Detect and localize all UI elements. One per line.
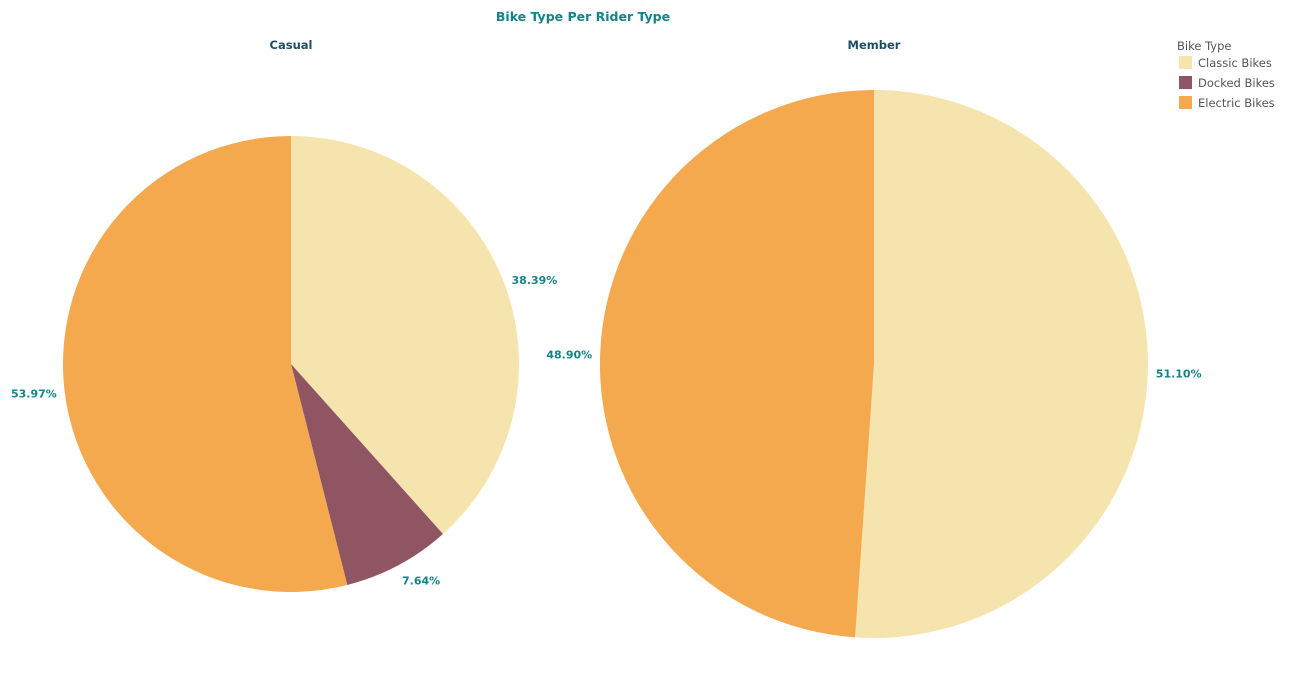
slice-label-member-classic-bikes: 51.10%: [1156, 368, 1202, 381]
slice-casual-classic-bikes[interactable]: [291, 136, 520, 534]
slice-label-casual-electric-bikes: 53.97%: [11, 387, 57, 400]
chart-title: Bike Type Per Rider Type: [496, 9, 670, 24]
slice-label-casual-classic-bikes: 38.39%: [512, 274, 558, 287]
legend-label-classic-bikes[interactable]: Classic Bikes: [1198, 56, 1272, 70]
slice-member-electric-bikes[interactable]: [599, 90, 874, 638]
legend-label-docked-bikes[interactable]: Docked Bikes: [1198, 76, 1275, 90]
legend-label-electric-bikes[interactable]: Electric Bikes: [1198, 96, 1275, 110]
legend: Bike Type Classic Bikes Docked Bikes Ele…: [1177, 39, 1275, 110]
slice-labels: 38.39% 7.64% 53.97% 51.10% 48.90%: [11, 274, 1202, 588]
legend-title: Bike Type: [1177, 39, 1231, 53]
slice-member-classic-bikes[interactable]: [855, 90, 1148, 638]
pie-casual: [62, 136, 520, 592]
slice-label-casual-docked-bikes: 7.64%: [402, 574, 440, 587]
pane-title-casual: Casual: [270, 38, 313, 52]
legend-swatch-docked-bikes[interactable]: [1179, 76, 1192, 89]
pane-title-member: Member: [848, 38, 901, 52]
legend-swatch-electric-bikes[interactable]: [1179, 96, 1192, 109]
legend-swatch-classic-bikes[interactable]: [1179, 56, 1192, 69]
slice-casual-electric-bikes[interactable]: [62, 136, 348, 592]
slice-casual-docked-bikes[interactable]: [291, 364, 443, 585]
slice-label-member-electric-bikes: 48.90%: [546, 348, 592, 361]
pie-member: [599, 90, 1148, 638]
